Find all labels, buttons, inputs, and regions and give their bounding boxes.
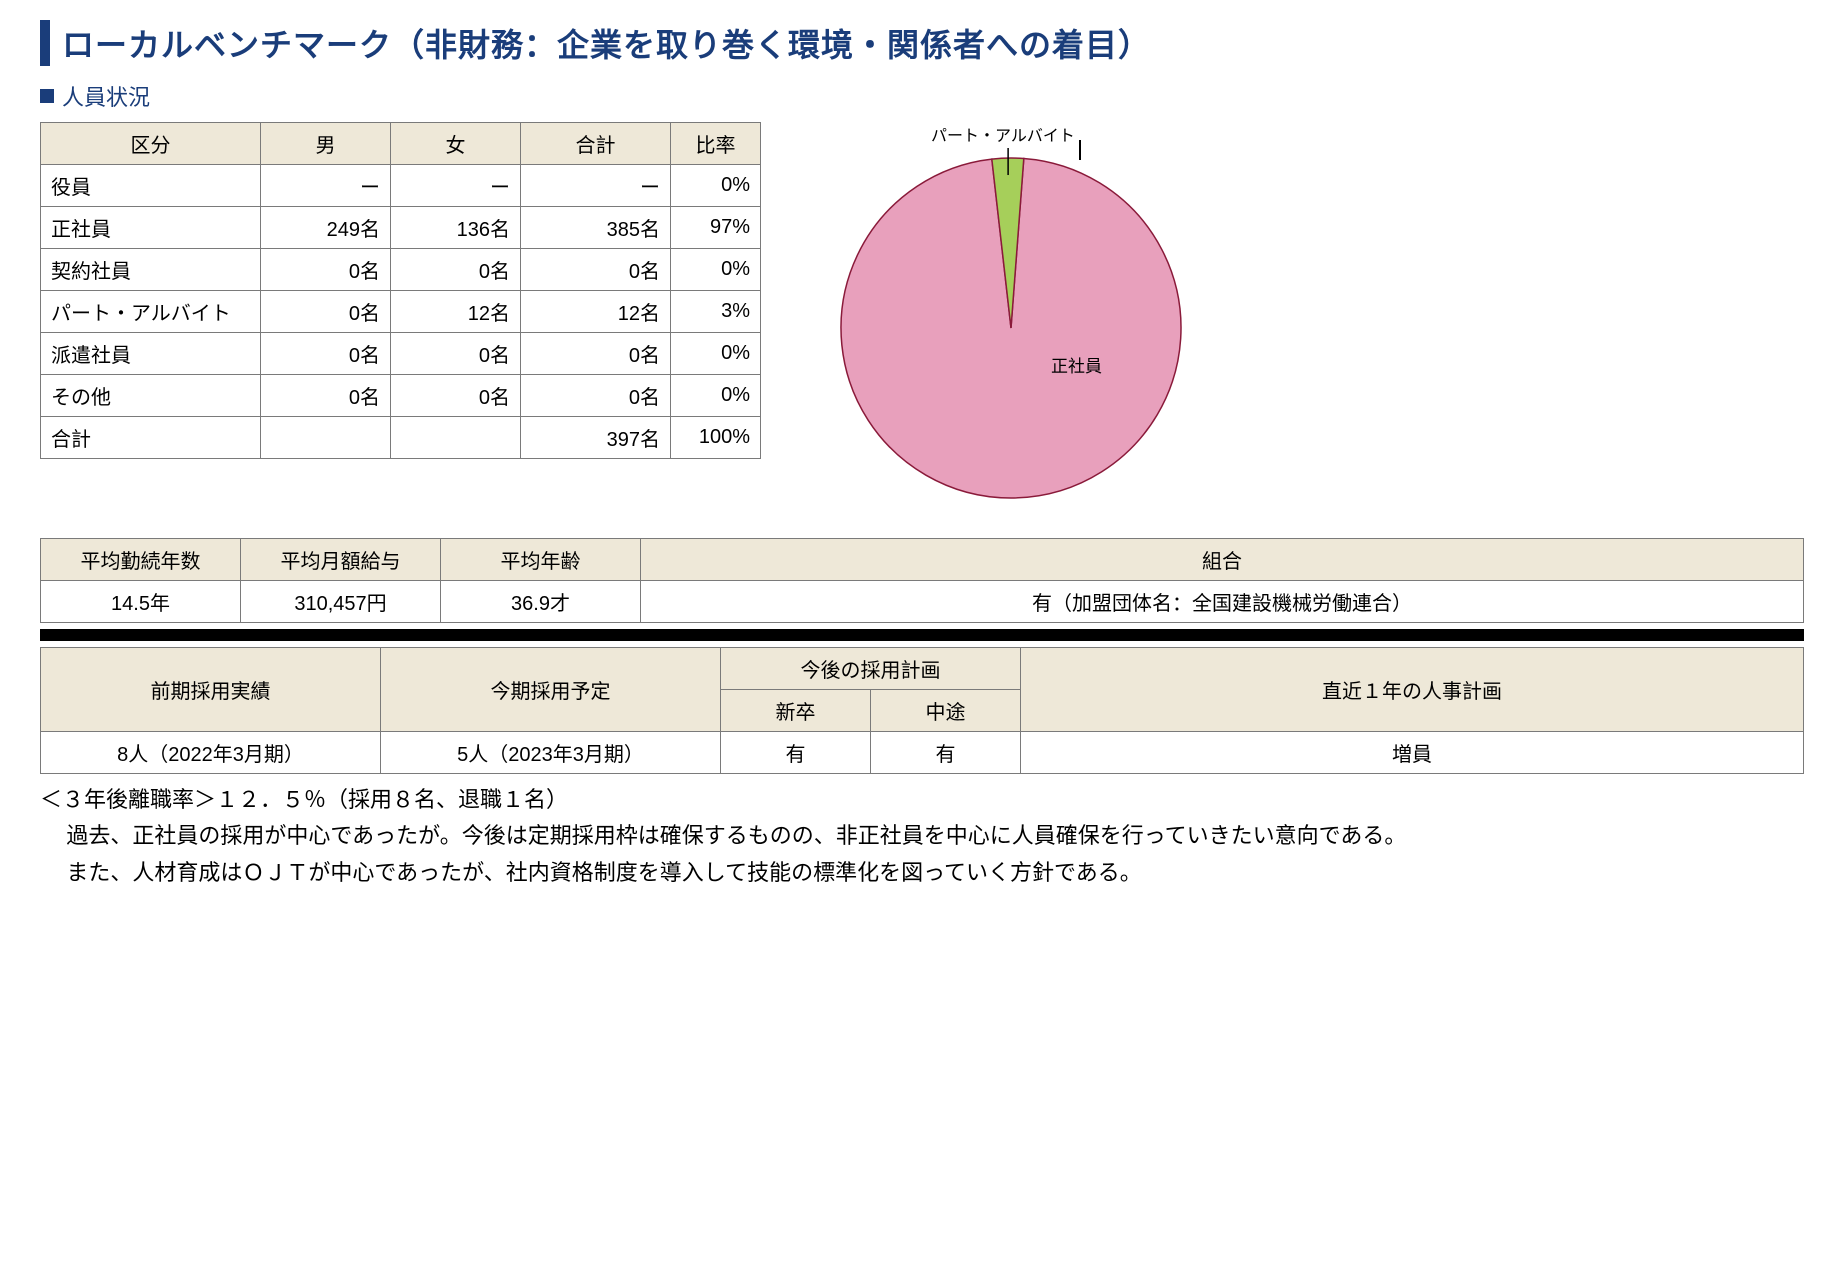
th-male: 男 bbox=[261, 123, 391, 165]
pie-slice-label-main: 正社員 bbox=[1051, 352, 1102, 377]
personnel-table: 区分 男 女 合計 比率 役員ーーー0%正社員249名136名385名97%契約… bbox=[40, 122, 761, 459]
cell-total: 385名 bbox=[521, 207, 671, 249]
cell-male: 249名 bbox=[261, 207, 391, 249]
cell-label: その他 bbox=[41, 375, 261, 417]
td-current-hiring: 5人（2023年3月期） bbox=[381, 732, 721, 774]
cell-female: 12名 bbox=[391, 291, 521, 333]
body-line-3: また、人材育成はＯＪＴが中心であったが、社内資格制度を導入して技能の標準化を図っ… bbox=[40, 855, 1804, 891]
th-tenure: 平均勤続年数 bbox=[41, 539, 241, 581]
td-hr-plan: 増員 bbox=[1021, 732, 1804, 774]
cell-label: 正社員 bbox=[41, 207, 261, 249]
cell-ratio: 0% bbox=[671, 375, 761, 417]
table-row: 役員ーーー0% bbox=[41, 165, 761, 207]
cell-male: ー bbox=[261, 165, 391, 207]
cell-total: 0名 bbox=[521, 249, 671, 291]
cell-label: 合計 bbox=[41, 417, 261, 459]
cell-male bbox=[261, 417, 391, 459]
cell-female: 0名 bbox=[391, 333, 521, 375]
body-line-2: 過去、正社員の採用が中心であったが。今後は定期採用枠は確保するものの、非正社員を… bbox=[40, 818, 1804, 854]
th-category: 区分 bbox=[41, 123, 261, 165]
cell-female bbox=[391, 417, 521, 459]
divider-bar bbox=[40, 629, 1804, 641]
pie-chart: パート・アルバイト 正社員 bbox=[821, 122, 1251, 508]
cell-total: 0名 bbox=[521, 333, 671, 375]
td-prev-hiring: 8人（2022年3月期） bbox=[41, 732, 381, 774]
th-union: 組合 bbox=[641, 539, 1804, 581]
table-row: 正社員249名136名385名97% bbox=[41, 207, 761, 249]
cell-total: 12名 bbox=[521, 291, 671, 333]
pie-callout-label: パート・アルバイト bbox=[931, 122, 1075, 146]
cell-total: ー bbox=[521, 165, 671, 207]
cell-label: 役員 bbox=[41, 165, 261, 207]
th-prev-hiring: 前期採用実績 bbox=[41, 648, 381, 732]
cell-total: 397名 bbox=[521, 417, 671, 459]
table-row: 合計 397名100% bbox=[41, 417, 761, 459]
page-title: ローカルベンチマーク（非財務：企業を取り巻く環境・関係者への着目） bbox=[40, 20, 1804, 66]
cell-female: 0名 bbox=[391, 249, 521, 291]
td-age: 36.9才 bbox=[441, 581, 641, 623]
cell-ratio: 0% bbox=[671, 333, 761, 375]
cell-female: 136名 bbox=[391, 207, 521, 249]
cell-ratio: 97% bbox=[671, 207, 761, 249]
cell-ratio: 0% bbox=[671, 165, 761, 207]
section-title-personnel: 人員状況 bbox=[40, 80, 1804, 112]
th-female: 女 bbox=[391, 123, 521, 165]
cell-male: 0名 bbox=[261, 249, 391, 291]
pie-svg bbox=[821, 148, 1201, 508]
cell-total: 0名 bbox=[521, 375, 671, 417]
td-new-grad: 有 bbox=[721, 732, 871, 774]
th-future-hiring: 今後の採用計画 bbox=[721, 648, 1021, 690]
table-row: 派遣社員0名0名0名0% bbox=[41, 333, 761, 375]
stats-table: 平均勤続年数 平均月額給与 平均年齢 組合 14.5年 310,457円 36.… bbox=[40, 538, 1804, 623]
th-salary: 平均月額給与 bbox=[241, 539, 441, 581]
cell-female: ー bbox=[391, 165, 521, 207]
td-tenure: 14.5年 bbox=[41, 581, 241, 623]
table-row: その他0名0名0名0% bbox=[41, 375, 761, 417]
cell-male: 0名 bbox=[261, 333, 391, 375]
td-union: 有（加盟団体名：全国建設機械労働連合） bbox=[641, 581, 1804, 623]
td-mid-career: 有 bbox=[871, 732, 1021, 774]
th-current-hiring: 今期採用予定 bbox=[381, 648, 721, 732]
cell-female: 0名 bbox=[391, 375, 521, 417]
cell-label: 契約社員 bbox=[41, 249, 261, 291]
hiring-table: 前期採用実績 今期採用予定 今後の採用計画 直近１年の人事計画 新卒 中途 8人… bbox=[40, 647, 1804, 774]
cell-label: パート・アルバイト bbox=[41, 291, 261, 333]
th-mid-career: 中途 bbox=[871, 690, 1021, 732]
cell-label: 派遣社員 bbox=[41, 333, 261, 375]
th-total: 合計 bbox=[521, 123, 671, 165]
section-title-text: 人員状況 bbox=[62, 80, 150, 112]
body-text: ＜３年後離職率＞１２．５％（採用８名、退職１名） 過去、正社員の採用が中心であっ… bbox=[40, 782, 1804, 891]
th-new-grad: 新卒 bbox=[721, 690, 871, 732]
cell-male: 0名 bbox=[261, 375, 391, 417]
table-row: パート・アルバイト0名12名12名3% bbox=[41, 291, 761, 333]
th-hr-plan: 直近１年の人事計画 bbox=[1021, 648, 1804, 732]
cell-ratio: 0% bbox=[671, 249, 761, 291]
table-row: 契約社員0名0名0名0% bbox=[41, 249, 761, 291]
cell-ratio: 3% bbox=[671, 291, 761, 333]
th-age: 平均年齢 bbox=[441, 539, 641, 581]
td-salary: 310,457円 bbox=[241, 581, 441, 623]
cell-male: 0名 bbox=[261, 291, 391, 333]
th-ratio: 比率 bbox=[671, 123, 761, 165]
body-line-1: ＜３年後離職率＞１２．５％（採用８名、退職１名） bbox=[40, 782, 1804, 818]
cell-ratio: 100% bbox=[671, 417, 761, 459]
